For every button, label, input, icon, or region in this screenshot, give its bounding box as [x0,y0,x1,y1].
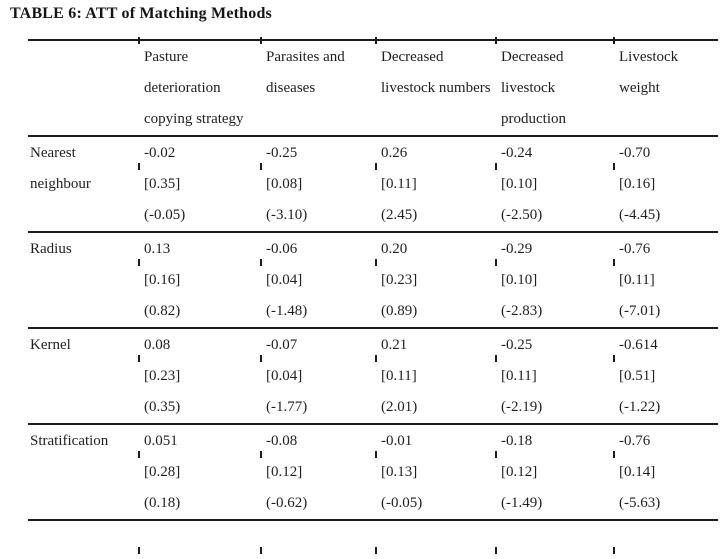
att-estimate: -0.70 [619,145,651,161]
att-estimate: 0.20 [381,241,408,257]
att-estimate: -0.08 [266,433,298,449]
row-label-nearest-neighbour: Nearest neighbour [30,145,91,192]
column-header-decreased-production: Decreased livestock production [501,49,566,127]
table-cell: -0.06 [0.04] (-1.48) [260,232,375,328]
t-statistic: (0.35) [144,399,181,415]
table-cell: -0.08 [0.12] (-0.62) [260,424,375,520]
standard-error: [0.11] [381,368,417,384]
att-estimate: -0.25 [501,337,533,353]
t-statistic: (-2.83) [501,303,543,319]
table-cell: -0.70 [0.16] (-4.45) [613,136,718,232]
t-statistic: (2.01) [381,399,418,415]
att-estimate: 0.08 [144,337,171,353]
standard-error: [0.08] [266,176,303,192]
t-statistic: (-5.63) [619,495,661,511]
standard-error: [0.11] [381,176,417,192]
table-cell: -0.18 [0.12] (-1.49) [495,424,613,520]
row-label-radius: Radius [30,241,72,257]
column-header-livestock-weight: Livestock weight [619,49,679,96]
t-statistic: (-1.49) [501,495,543,511]
att-matching-methods-table: Pasture deterioration copying strategy P… [28,39,718,521]
standard-error: [0.11] [501,368,537,384]
table-cell: -0.29 [0.10] (-2.83) [495,232,613,328]
att-estimate: 0.051 [144,433,178,449]
standard-error: [0.16] [619,176,656,192]
t-statistic: (-1.22) [619,399,661,415]
t-statistic: (-0.62) [266,495,308,511]
att-estimate: -0.76 [619,241,651,257]
standard-error: [0.13] [381,464,418,480]
column-header-pasture-deterioration: Pasture deterioration copying strategy [144,49,244,127]
t-statistic: (-2.19) [501,399,543,415]
att-estimate: -0.07 [266,337,298,353]
t-statistic: (-3.10) [266,207,308,223]
table-row-kernel: Kernel 0.08 [0.23] (0.35) -0.07 [0.04] (… [28,328,718,424]
standard-error: [0.12] [501,464,538,480]
t-statistic: (-1.48) [266,303,308,319]
table-cell: 0.13 [0.16] (0.82) [138,232,260,328]
table-cell: -0.07 [0.04] (-1.77) [260,328,375,424]
t-statistic: (-0.05) [381,495,423,511]
table-row-radius: Radius 0.13 [0.16] (0.82) -0.06 [0.04] (… [28,232,718,328]
t-statistic: (-1.77) [266,399,308,415]
table-cell: 0.26 [0.11] (2.45) [375,136,495,232]
table-cell: -0.02 [0.35] (-0.05) [138,136,260,232]
att-estimate: -0.06 [266,241,298,257]
att-estimate: -0.24 [501,145,533,161]
standard-error: [0.14] [619,464,656,480]
att-estimate: 0.13 [144,241,171,257]
rule-column-ticks [28,547,718,554]
standard-error: [0.10] [501,272,538,288]
column-header-parasites-diseases: Parasites and diseases [266,49,345,96]
standard-error: [0.23] [144,368,181,384]
header-row: Pasture deterioration copying strategy P… [28,40,718,136]
row-label-kernel: Kernel [30,337,71,353]
standard-error: [0.35] [144,176,181,192]
t-statistic: (0.18) [144,495,181,511]
att-estimate: -0.25 [266,145,298,161]
table-cell: 0.21 [0.11] (2.01) [375,328,495,424]
t-statistic: (0.82) [144,303,181,319]
table-cell: -0.614 [0.51] (-1.22) [613,328,718,424]
standard-error: [0.04] [266,272,303,288]
att-estimate: 0.21 [381,337,408,353]
standard-error: [0.28] [144,464,181,480]
table-cell: 0.08 [0.23] (0.35) [138,328,260,424]
att-estimate: -0.29 [501,241,533,257]
att-estimate: -0.614 [619,337,658,353]
table-cell: -0.25 [0.11] (-2.19) [495,328,613,424]
table-cell: 0.051 [0.28] (0.18) [138,424,260,520]
row-label-stratification: Stratification [30,433,109,449]
att-estimate: -0.76 [619,433,651,449]
table-row-nearest-neighbour: Nearest neighbour -0.02 [0.35] (-0.05) -… [28,136,718,232]
standard-error: [0.51] [619,368,656,384]
standard-error: [0.11] [619,272,655,288]
table-title: TABLE 6: ATT of Matching Methods [10,5,272,22]
table-row-stratification: Stratification 0.051 [0.28] (0.18) -0.08… [28,424,718,520]
standard-error: [0.16] [144,272,181,288]
standard-error: [0.04] [266,368,303,384]
att-estimate: -0.01 [381,433,413,449]
t-statistic: (0.89) [381,303,418,319]
header-corner-empty [28,40,138,136]
t-statistic: (-2.50) [501,207,543,223]
att-estimate: -0.18 [501,433,533,449]
t-statistic: (-4.45) [619,207,661,223]
table-cell: 0.20 [0.23] (0.89) [375,232,495,328]
t-statistic: (-7.01) [619,303,661,319]
standard-error: [0.10] [501,176,538,192]
table-cell: -0.24 [0.10] (-2.50) [495,136,613,232]
t-statistic: (2.45) [381,207,418,223]
table-cell: -0.25 [0.08] (-3.10) [260,136,375,232]
column-header-decreased-numbers: Decreased livestock numbers [381,49,491,96]
att-estimate: -0.02 [144,145,176,161]
att-estimate: 0.26 [381,145,408,161]
table-cell: -0.76 [0.14] (-5.63) [613,424,718,520]
t-statistic: (-0.05) [144,207,186,223]
standard-error: [0.12] [266,464,303,480]
standard-error: [0.23] [381,272,418,288]
table-cell: -0.01 [0.13] (-0.05) [375,424,495,520]
table-cell: -0.76 [0.11] (-7.01) [613,232,718,328]
